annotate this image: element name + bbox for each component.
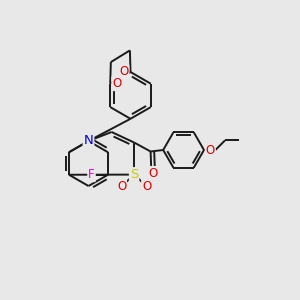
Text: O: O	[112, 77, 122, 90]
Text: O: O	[117, 179, 126, 193]
Text: O: O	[148, 167, 158, 180]
Text: F: F	[88, 168, 95, 181]
Text: N: N	[84, 134, 93, 148]
Text: O: O	[206, 143, 215, 157]
Text: S: S	[130, 168, 138, 181]
Text: O: O	[119, 65, 128, 79]
Text: O: O	[142, 179, 151, 193]
